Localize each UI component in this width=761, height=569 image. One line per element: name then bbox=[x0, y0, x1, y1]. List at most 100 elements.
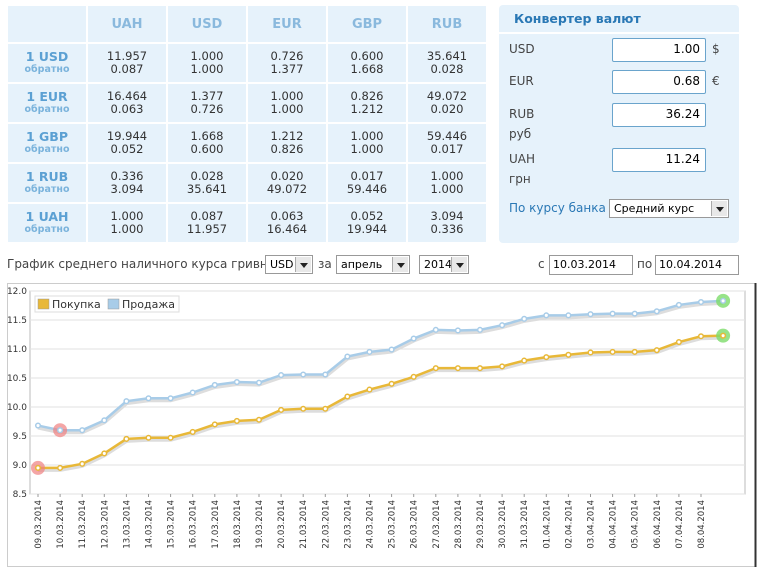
rate-cell: 49.072 0.020 bbox=[407, 83, 487, 123]
legend-label: Продажа bbox=[122, 298, 175, 311]
rate-value: 11.957 bbox=[106, 49, 148, 63]
x-tick-label: 15.03.2014 bbox=[167, 500, 177, 549]
point bbox=[123, 398, 130, 405]
rate-cell: 0.052 19.944 bbox=[327, 203, 407, 243]
point bbox=[167, 395, 174, 402]
date-input[interactable]: 10.04.2014 bbox=[655, 255, 739, 275]
rate-cell: 3.094 0.336 bbox=[407, 203, 487, 243]
rate-cell: 1.000 1.000 bbox=[327, 123, 407, 163]
point bbox=[233, 417, 240, 424]
currency-unit: руб bbox=[509, 127, 532, 141]
point bbox=[410, 335, 417, 342]
rate-value: 0.336 bbox=[110, 169, 144, 183]
point bbox=[79, 460, 86, 467]
rate-value: 0.028 bbox=[430, 62, 464, 76]
rate-value: 0.600 bbox=[350, 49, 384, 63]
row-sub: обратно bbox=[24, 224, 70, 235]
row-sub: обратно bbox=[24, 64, 70, 75]
x-tick-label: 25.03.2014 bbox=[388, 500, 398, 549]
select-value: апрель bbox=[341, 258, 383, 271]
point bbox=[565, 351, 572, 358]
rate-value: 1.000 bbox=[190, 62, 224, 76]
point bbox=[587, 349, 594, 356]
rate-cell: 0.600 1.668 bbox=[327, 43, 407, 83]
row-header: 1 USD обратно bbox=[7, 43, 87, 83]
point bbox=[101, 417, 108, 424]
rate-value: 0.336 bbox=[430, 222, 464, 236]
point bbox=[697, 333, 705, 340]
rate-value: 19.944 bbox=[106, 129, 148, 143]
x-tick-label: 01.04.2014 bbox=[542, 500, 552, 549]
rate-value: 16.464 bbox=[106, 89, 148, 103]
point bbox=[720, 332, 727, 339]
control-label: График среднего наличного курса гривны к bbox=[7, 257, 289, 271]
rate-value: 1.668 bbox=[350, 62, 384, 76]
x-tick-label: 08.04.2014 bbox=[697, 500, 707, 549]
rate-label: По курсу банка bbox=[509, 201, 606, 215]
point bbox=[432, 326, 439, 333]
rate-value: 1.000 bbox=[350, 142, 384, 156]
point bbox=[609, 348, 616, 355]
point bbox=[57, 464, 64, 471]
y-tick-label: 9.0 bbox=[13, 461, 28, 471]
x-tick-label: 11.03.2014 bbox=[78, 500, 88, 549]
amount-input[interactable]: 36.24 bbox=[612, 103, 706, 127]
rate-cell: 35.641 0.028 bbox=[407, 43, 487, 83]
amount-input[interactable]: 1.00 bbox=[612, 38, 706, 62]
rate-value: 0.017 bbox=[350, 169, 384, 183]
rate-value: 1.000 bbox=[430, 182, 464, 196]
x-tick-label: 14.03.2014 bbox=[145, 500, 155, 549]
series-line-shadow bbox=[37, 300, 724, 435]
corner-cell bbox=[7, 5, 87, 43]
point bbox=[211, 381, 218, 389]
column-header: EUR bbox=[247, 5, 327, 43]
row-sub: обратно bbox=[24, 104, 70, 115]
date-input[interactable]: 10.03.2014 bbox=[549, 255, 633, 275]
currency-code: USD bbox=[509, 42, 535, 56]
x-tick-label: 19.03.2014 bbox=[255, 500, 265, 549]
point bbox=[631, 310, 638, 317]
amount-input[interactable]: 11.24 bbox=[612, 148, 706, 172]
row-header: 1 RUB обратно bbox=[7, 163, 87, 203]
point bbox=[344, 393, 351, 400]
x-tick-label: 22.03.2014 bbox=[321, 500, 331, 549]
point bbox=[211, 421, 218, 428]
rate-value: 0.726 bbox=[270, 49, 304, 63]
rate-value: 3.094 bbox=[110, 182, 144, 196]
divider bbox=[499, 32, 739, 34]
x-tick-label: 21.03.2014 bbox=[299, 500, 309, 549]
rate-cell: 1.000 1.000 bbox=[247, 83, 327, 123]
rate-value: 1.000 bbox=[110, 222, 144, 236]
rate-value: 1.377 bbox=[190, 89, 224, 103]
point bbox=[543, 354, 550, 361]
rate-select[interactable]: Средний курс bbox=[609, 199, 729, 218]
column-header: GBP bbox=[327, 5, 407, 43]
point bbox=[366, 348, 373, 355]
rate-value: 35.641 bbox=[426, 49, 468, 63]
point bbox=[720, 297, 727, 304]
point bbox=[476, 326, 484, 333]
amount-input[interactable]: 0.68 bbox=[612, 70, 706, 94]
select[interactable]: 2014 bbox=[419, 255, 469, 274]
rate-value: 11.957 bbox=[186, 222, 228, 236]
rate-cell: 1.000 1.000 bbox=[167, 43, 247, 83]
point bbox=[609, 310, 616, 317]
select[interactable]: USD bbox=[265, 255, 313, 274]
y-tick-label: 8.5 bbox=[13, 490, 27, 500]
currency-code: RUB bbox=[509, 107, 535, 121]
point bbox=[189, 389, 196, 396]
rate-value: 59.446 bbox=[346, 182, 388, 196]
rate-cell: 1.212 0.826 bbox=[247, 123, 327, 163]
x-tick-label: 07.04.2014 bbox=[675, 500, 685, 549]
select[interactable]: апрель bbox=[336, 255, 410, 274]
legend-swatch bbox=[107, 298, 120, 310]
point bbox=[432, 365, 439, 372]
rate-cell: 0.336 3.094 bbox=[87, 163, 167, 203]
point bbox=[123, 435, 130, 442]
rate-value: 0.826 bbox=[270, 142, 304, 156]
x-tick-label: 12.03.2014 bbox=[100, 500, 110, 549]
x-tick-label: 29.03.2014 bbox=[476, 500, 486, 549]
rate-value: 0.020 bbox=[270, 169, 304, 183]
